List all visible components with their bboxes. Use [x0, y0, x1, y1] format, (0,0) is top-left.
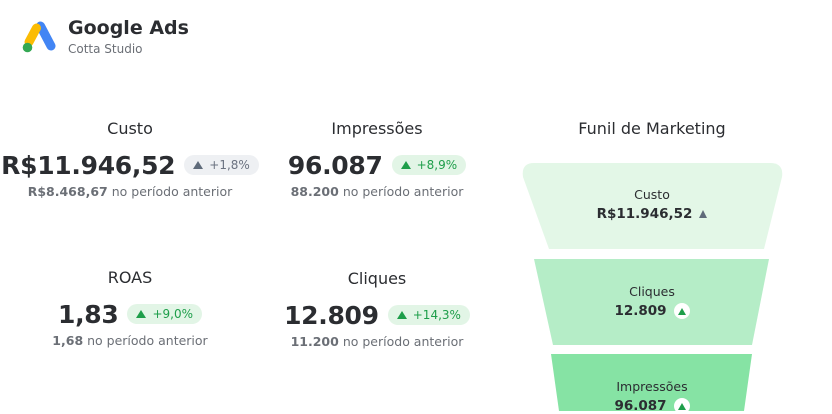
change-badge: +8,9% — [391, 155, 467, 175]
funnel-title: Funil de Marketing — [578, 119, 726, 138]
triangle-up-icon — [193, 161, 204, 169]
change-badge: +9,0% — [127, 304, 203, 324]
change-value: +1,8% — [209, 158, 250, 172]
change-badge: +1,8% — [184, 155, 259, 175]
metric-card-impressoes: Impressões 96.087 +8,9% 88.200 no períod… — [257, 118, 497, 199]
funnel-stage-2-shape — [534, 259, 769, 345]
previous-period: 88.200 no período anterior — [257, 184, 497, 199]
metric-title: Impressões — [331, 119, 423, 138]
trend-up-icon — [673, 398, 690, 414]
previous-label: no período anterior — [342, 184, 464, 199]
metric-card-cliques: Cliques 12.809 +14,3% 11.200 no período … — [257, 268, 497, 349]
previous-period: R$8.468,67 no período anterior — [10, 184, 250, 199]
previous-label: no período anterior — [111, 184, 233, 199]
stage-label: Cliques — [629, 284, 675, 299]
stage-label: Impressões — [616, 379, 688, 394]
change-value: +9,0% — [152, 307, 194, 321]
previous-label: no período anterior — [87, 333, 208, 348]
stage-value: 12.809 — [614, 303, 667, 319]
previous-value: 1,68 — [52, 333, 84, 348]
funnel-stage-3-shape — [551, 354, 752, 411]
previous-period: 1,68 no período anterior — [10, 333, 250, 348]
funnel-stage-1-shape — [522, 163, 783, 249]
marketing-funnel: Custo R$11.946,52 Cliques 12.809 Impress… — [518, 162, 786, 414]
stage-label: Custo — [634, 187, 670, 202]
google-ads-logo-icon — [22, 21, 56, 53]
account-name: Cotta Studio — [68, 42, 143, 56]
metric-value: 12.809 — [284, 300, 379, 330]
triangle-up-icon — [400, 161, 411, 169]
funnel-stage-impressoes: Impressões 96.087 — [518, 379, 786, 414]
stage-value: 96.087 — [614, 398, 667, 414]
previous-label: no período anterior — [342, 334, 464, 349]
metric-value: 96.087 — [287, 150, 383, 180]
stage-value: R$11.946,52 — [596, 206, 693, 222]
metric-value: 1,83 — [57, 299, 119, 329]
change-badge: +14,3% — [387, 305, 470, 325]
previous-period: 11.200 no período anterior — [257, 334, 497, 349]
triangle-up-icon — [396, 311, 407, 319]
stage-value-row: R$11.946,52 — [518, 206, 786, 222]
change-value: +14,3% — [412, 308, 461, 322]
metric-card-roas: ROAS 1,83 +9,0% 1,68 no período anterior — [10, 267, 250, 348]
stage-value-row: 12.809 — [518, 303, 786, 319]
metric-card-custo: Custo R$11.946,52 +1,8% R$8.468,67 no pe… — [1, 118, 259, 199]
previous-value: 88.200 — [290, 184, 339, 199]
change-value: +8,9% — [416, 158, 458, 172]
metric-title: Cliques — [347, 269, 407, 288]
triangle-up-icon — [136, 310, 147, 318]
stage-value-row: 96.087 — [518, 398, 786, 414]
metric-value: R$11.946,52 — [1, 150, 176, 180]
app-title: Google Ads — [68, 17, 189, 39]
funnel-shapes — [522, 163, 783, 411]
trend-up-icon — [673, 303, 690, 319]
metric-title: ROAS — [107, 268, 153, 287]
funnel-stage-cliques: Cliques 12.809 — [518, 284, 786, 319]
metric-title: Custo — [107, 119, 153, 138]
triangle-up-icon — [699, 210, 708, 218]
previous-value: R$8.468,67 — [27, 184, 108, 199]
funnel-stage-custo: Custo R$11.946,52 — [518, 187, 786, 222]
previous-value: 11.200 — [290, 334, 339, 349]
